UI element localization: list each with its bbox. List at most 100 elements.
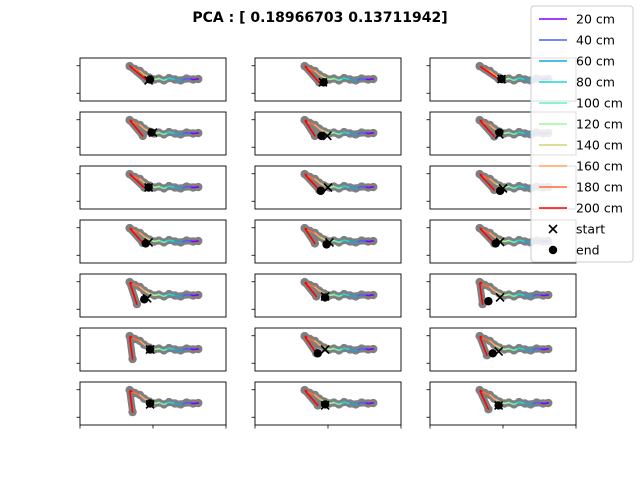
distance-segment-80cm (340, 347, 350, 351)
start-marker (323, 182, 333, 193)
distance-segment-80cm (515, 347, 525, 351)
end-marker (316, 186, 325, 196)
start-marker (320, 400, 330, 410)
distance-segment-100cm (333, 293, 342, 298)
distance-segment-120cm (151, 239, 160, 243)
distance-segment-80cm (515, 185, 525, 189)
distance-segment-160cm (313, 123, 322, 131)
distance-segment-40cm (181, 77, 192, 81)
distance-segment-40cm (181, 131, 192, 135)
subplot-panel (76, 219, 227, 264)
distance-segment-80cm (340, 185, 350, 189)
distance-segment-200cm (304, 173, 320, 191)
distance-segment-20cm (189, 186, 200, 189)
panel-plot-area (300, 61, 378, 87)
legend-label: 120 cm (576, 117, 623, 132)
subplot-panel (251, 219, 402, 264)
start-marker (144, 75, 154, 86)
end-marker (484, 297, 493, 306)
distance-segment-80cm (515, 131, 525, 135)
distance-segment-40cm (181, 401, 192, 405)
panel-plot-area (125, 223, 203, 248)
distance-segment-120cm (501, 131, 510, 135)
panel-plot-area (300, 115, 378, 141)
start-marker (144, 237, 154, 248)
subplot-panel (76, 327, 227, 372)
distance-segment-200cm (304, 65, 320, 84)
distance-segment-160cm (313, 177, 322, 185)
distance-segment-20cm (189, 240, 200, 243)
distance-segment-100cm (158, 131, 167, 136)
distance-segment-160cm (138, 123, 147, 131)
subplot-panel (426, 273, 577, 318)
panel-plot-area (300, 223, 378, 249)
distance-segment-20cm (364, 348, 375, 351)
subplot-panel (251, 327, 402, 372)
distance-segment-100cm (158, 239, 167, 244)
legend-label: start (576, 222, 605, 237)
distance-segment-180cm (305, 120, 315, 126)
distance-segment-120cm (151, 185, 160, 189)
panel-frame (254, 57, 402, 102)
distance-segment-80cm (340, 77, 350, 81)
panel-plot-area (300, 331, 378, 358)
distance-segment-100cm (508, 131, 517, 136)
distance-segment-20cm (189, 294, 200, 297)
distance-segment-200cm (479, 389, 490, 410)
distance-segment-120cm (501, 239, 510, 243)
start-marker (495, 292, 505, 302)
distance-segment-20cm (364, 294, 375, 297)
legend-label: 140 cm (576, 138, 623, 153)
distance-segment-200cm (129, 119, 144, 137)
distance-segment-100cm (508, 239, 517, 244)
distance-segment-160cm (488, 123, 497, 131)
legend-label: 20 cm (576, 12, 615, 27)
legend-label: 160 cm (576, 159, 623, 174)
distance-segment-40cm (356, 239, 367, 243)
distance-segment-60cm (172, 348, 183, 352)
distance-segment-40cm (531, 347, 542, 351)
subplot-panel (426, 327, 577, 372)
subplot-panel (426, 381, 577, 429)
start-marker (145, 344, 155, 355)
start-marker (322, 131, 332, 141)
panel-plot-area (300, 385, 378, 410)
distance-segment-60cm (172, 186, 183, 190)
distance-segment-160cm (313, 393, 322, 401)
distance-segment-180cm (305, 228, 315, 234)
distance-segment-100cm (508, 347, 517, 352)
distance-segment-60cm (347, 186, 358, 190)
start-marker (498, 183, 508, 194)
panel-plot-area (125, 331, 203, 364)
distance-segment-160cm (488, 231, 497, 239)
distance-segment-180cm (305, 390, 315, 396)
distance-segment-40cm (356, 131, 367, 135)
subplot-panel (76, 381, 227, 429)
distance-segment-180cm (480, 282, 490, 288)
distance-segment-120cm (326, 347, 335, 351)
start-marker (494, 400, 504, 410)
distance-segment-20cm (364, 240, 375, 243)
distance-segment-60cm (522, 402, 533, 406)
distance-segment-20cm (189, 348, 200, 351)
distance-segment-160cm (313, 69, 322, 77)
distance-segment-100cm (333, 347, 342, 352)
panel-plot-area (125, 277, 203, 309)
start-marker (318, 77, 328, 87)
legend-label: 40 cm (576, 33, 615, 48)
panel-plot-area (475, 385, 553, 414)
distance-segment-200cm (128, 335, 134, 360)
distance-segment-60cm (347, 132, 358, 136)
distance-segment-180cm (130, 120, 140, 126)
distance-segment-60cm (172, 78, 183, 82)
end-marker (147, 128, 156, 137)
distance-segment-180cm (480, 390, 490, 396)
distance-segment-60cm (522, 348, 533, 352)
distance-segment-160cm (138, 339, 147, 347)
distance-segment-120cm (501, 347, 510, 351)
distance-segment-120cm (151, 293, 160, 297)
distance-segment-100cm (508, 293, 517, 298)
distance-segment-200cm (304, 227, 316, 245)
panel-frame (79, 219, 227, 264)
